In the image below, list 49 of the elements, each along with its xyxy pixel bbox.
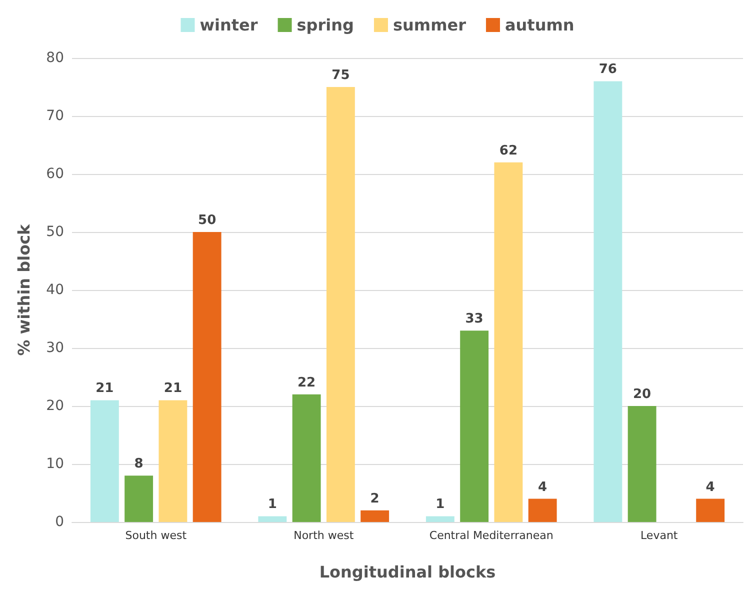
data-label: 21 bbox=[96, 381, 114, 396]
y-tick-label: 30 bbox=[46, 340, 64, 356]
bar bbox=[426, 516, 454, 522]
data-label: 4 bbox=[538, 480, 548, 495]
bar bbox=[528, 498, 557, 522]
bar bbox=[158, 400, 188, 522]
x-tick-label: South west bbox=[125, 529, 188, 542]
x-axis-title: Longitudinal blocks bbox=[319, 562, 496, 582]
data-label: 22 bbox=[298, 375, 316, 390]
y-tick-label: 0 bbox=[55, 514, 64, 530]
bar bbox=[494, 162, 523, 522]
legend-label: spring bbox=[296, 16, 354, 34]
bar bbox=[192, 232, 222, 522]
x-tick-label: Levant bbox=[640, 529, 678, 542]
bar bbox=[628, 406, 656, 522]
data-label: 2 bbox=[370, 491, 380, 506]
data-label: 20 bbox=[633, 387, 652, 402]
bar bbox=[326, 87, 355, 522]
data-label: 62 bbox=[499, 143, 518, 158]
bar bbox=[360, 510, 390, 522]
bar bbox=[696, 498, 725, 522]
bar bbox=[90, 400, 119, 522]
y-tick-label: 10 bbox=[46, 456, 64, 472]
bar bbox=[292, 394, 321, 522]
bar bbox=[124, 476, 154, 522]
bar bbox=[258, 516, 287, 522]
y-tick-label: 40 bbox=[46, 282, 64, 298]
y-tick-label: 50 bbox=[46, 224, 64, 240]
legend-label: winter bbox=[200, 16, 258, 34]
data-label: 50 bbox=[198, 213, 216, 228]
legend-label: summer bbox=[392, 16, 466, 34]
data-label: 33 bbox=[465, 312, 484, 327]
data-label: 75 bbox=[332, 68, 350, 83]
y-axis-title: % within block bbox=[14, 224, 34, 356]
x-tick-label: North west bbox=[294, 529, 354, 542]
legend-label: autumn bbox=[504, 16, 574, 34]
data-label: 1 bbox=[436, 497, 445, 512]
data-label: 4 bbox=[706, 480, 715, 495]
data-label: 1 bbox=[268, 497, 277, 512]
bar bbox=[594, 81, 622, 522]
y-tick-label: 60 bbox=[46, 166, 64, 182]
data-label: 21 bbox=[164, 381, 182, 396]
y-tick-label: 70 bbox=[46, 108, 64, 124]
x-tick-label: Central Mediterranean bbox=[429, 529, 554, 542]
y-tick-label: 80 bbox=[46, 50, 64, 66]
bar bbox=[460, 330, 489, 522]
data-label: 8 bbox=[134, 456, 144, 472]
y-tick-label: 20 bbox=[46, 398, 64, 414]
data-label: 76 bbox=[598, 62, 617, 78]
